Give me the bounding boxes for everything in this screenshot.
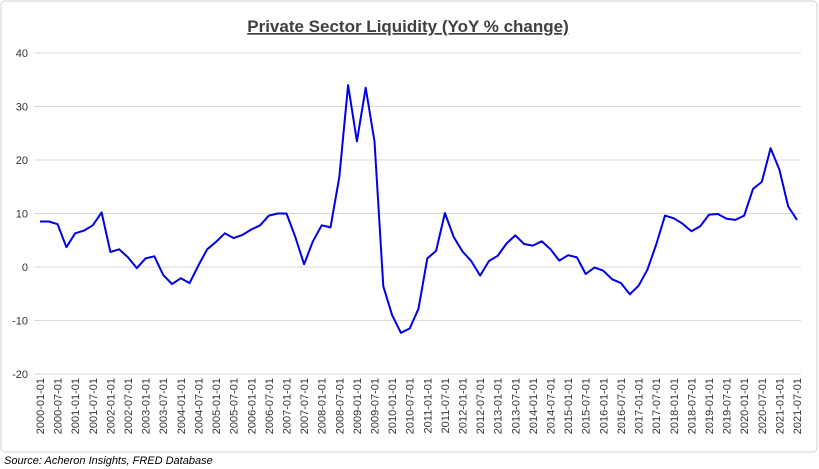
y-tick-label: 30 [16, 102, 28, 114]
x-tick-label: 2008-07-01 [334, 378, 346, 434]
x-tick-label: 2004-07-01 [193, 378, 205, 434]
x-tick-label: 2021-07-01 [792, 378, 804, 434]
x-tick-label: 2000-01-01 [35, 378, 47, 434]
x-tick-label: 2021-01-01 [774, 378, 786, 434]
chart-frame [0, 0, 818, 453]
source-note: Source: Acheron Insights, FRED Database [4, 455, 213, 467]
x-tick-label: 2003-07-01 [158, 378, 170, 434]
chart-title: Private Sector Liquidity (YoY % change) [247, 17, 569, 36]
y-tick-label: 10 [16, 209, 28, 221]
y-tick-label: -20 [12, 369, 28, 381]
x-tick-label: 2011-07-01 [440, 378, 452, 433]
x-tick-label: 2020-07-01 [757, 378, 769, 434]
x-tick-label: 2010-07-01 [405, 378, 417, 434]
x-tick-label: 2012-07-01 [475, 378, 487, 434]
x-tick-label: 2002-07-01 [123, 378, 135, 434]
x-tick-label: 2013-07-01 [510, 378, 522, 434]
x-tick-label: 2002-01-01 [105, 378, 117, 434]
y-tick-label: 40 [16, 48, 28, 60]
x-tick-label: 2018-01-01 [669, 378, 681, 434]
x-tick-label: 2017-07-01 [651, 378, 663, 434]
data-line [40, 84, 798, 334]
x-tick-label: 2020-01-01 [739, 378, 751, 434]
x-tick-label: 2010-01-01 [387, 378, 399, 434]
x-tick-label: 2000-07-01 [53, 378, 65, 434]
x-tick-label: 2017-01-01 [634, 378, 646, 434]
x-tick-label: 2011-01-01 [422, 378, 434, 433]
x-tick-label: 2015-07-01 [581, 378, 593, 434]
x-tick-label: 2018-07-01 [686, 378, 698, 434]
x-tick-label: 2009-07-01 [369, 378, 381, 434]
x-tick-label: 2019-01-01 [704, 378, 716, 434]
x-tick-label: 2014-01-01 [528, 378, 540, 434]
x-tick-label: 2004-01-01 [176, 378, 188, 434]
x-tick-label: 2001-01-01 [70, 378, 82, 434]
x-tick-label: 2007-07-01 [299, 378, 311, 434]
x-tick-label: 2005-07-01 [229, 378, 241, 434]
x-tick-label: 2015-01-01 [563, 378, 575, 434]
x-tick-label: 2003-01-01 [141, 378, 153, 434]
x-tick-label: 2009-01-01 [352, 378, 364, 434]
y-tick-label: 0 [22, 262, 28, 274]
x-tick-label: 2016-01-01 [598, 378, 610, 434]
x-tick-label: 2006-01-01 [246, 378, 258, 434]
x-tick-label: 2019-07-01 [722, 378, 734, 434]
x-tick-label: 2008-01-01 [317, 378, 329, 434]
x-tick-label: 2012-01-01 [458, 378, 470, 434]
x-tick-label: 2014-07-01 [546, 378, 558, 434]
x-tick-label: 2001-07-01 [88, 378, 100, 434]
x-tick-label: 2007-01-01 [281, 378, 293, 434]
x-tick-label: 2013-01-01 [493, 378, 505, 434]
x-tick-label: 2006-07-01 [264, 378, 276, 434]
y-tick-label: 20 [16, 155, 28, 167]
y-tick-label: -10 [12, 316, 28, 328]
x-tick-label: 2016-07-01 [616, 378, 628, 434]
x-tick-label: 2005-01-01 [211, 378, 223, 434]
